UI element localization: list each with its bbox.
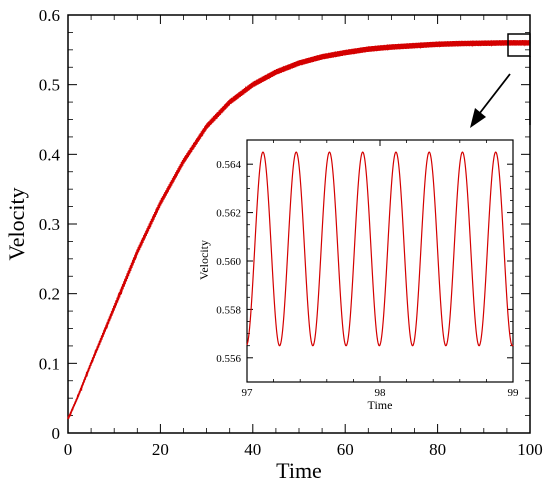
x-tick-label: 20 (152, 440, 169, 459)
x-tick-label: 98 (375, 387, 387, 399)
x-tick-label: 0 (64, 440, 73, 459)
main-tick-labels: 0 20 40 60 80 100 0 0.1 0.2 0.3 0.4 0.5 0.6 (39, 6, 543, 459)
x-tick-label: 99 (508, 387, 520, 399)
y-tick-label: 0.1 (39, 354, 60, 373)
x-tick-label: 100 (517, 440, 543, 459)
y-tick-label: 0.4 (39, 145, 61, 164)
inset-velocity-line (246, 151, 514, 347)
x-tick-label: 40 (244, 440, 261, 459)
main-ylabel: Velocity (4, 187, 29, 260)
inset-background (245, 138, 515, 384)
x-tick-label: 97 (242, 387, 254, 399)
y-tick-label: 0.564 (216, 159, 241, 171)
y-tick-label: 0 (52, 424, 61, 443)
inset-ylabel: Velocity (197, 240, 211, 280)
x-tick-label: 60 (337, 440, 354, 459)
zoom-region-box (507, 33, 531, 57)
x-tick-label: 80 (429, 440, 446, 459)
inset-tick-labels: 97 98 99 0.556 0.558 0.560 0.562 0.564 (216, 159, 519, 399)
y-tick-label: 0.6 (39, 6, 60, 25)
y-tick-label: 0.556 (216, 353, 241, 365)
main-velocity-line (67, 39, 531, 420)
y-tick-label: 0.3 (39, 215, 60, 234)
y-tick-label: 0.2 (39, 285, 60, 304)
zoom-arrow-head (470, 108, 486, 128)
y-tick-label: 0.560 (216, 256, 241, 268)
main-axis-ticks (67, 14, 531, 434)
y-tick-label: 0.562 (216, 208, 241, 220)
y-tick-label: 0.558 (216, 304, 241, 316)
zoom-arrow-shaft (475, 73, 511, 119)
inset-xlabel: Time (368, 398, 393, 412)
main-xlabel: Time (276, 458, 322, 483)
y-tick-label: 0.5 (39, 76, 60, 95)
